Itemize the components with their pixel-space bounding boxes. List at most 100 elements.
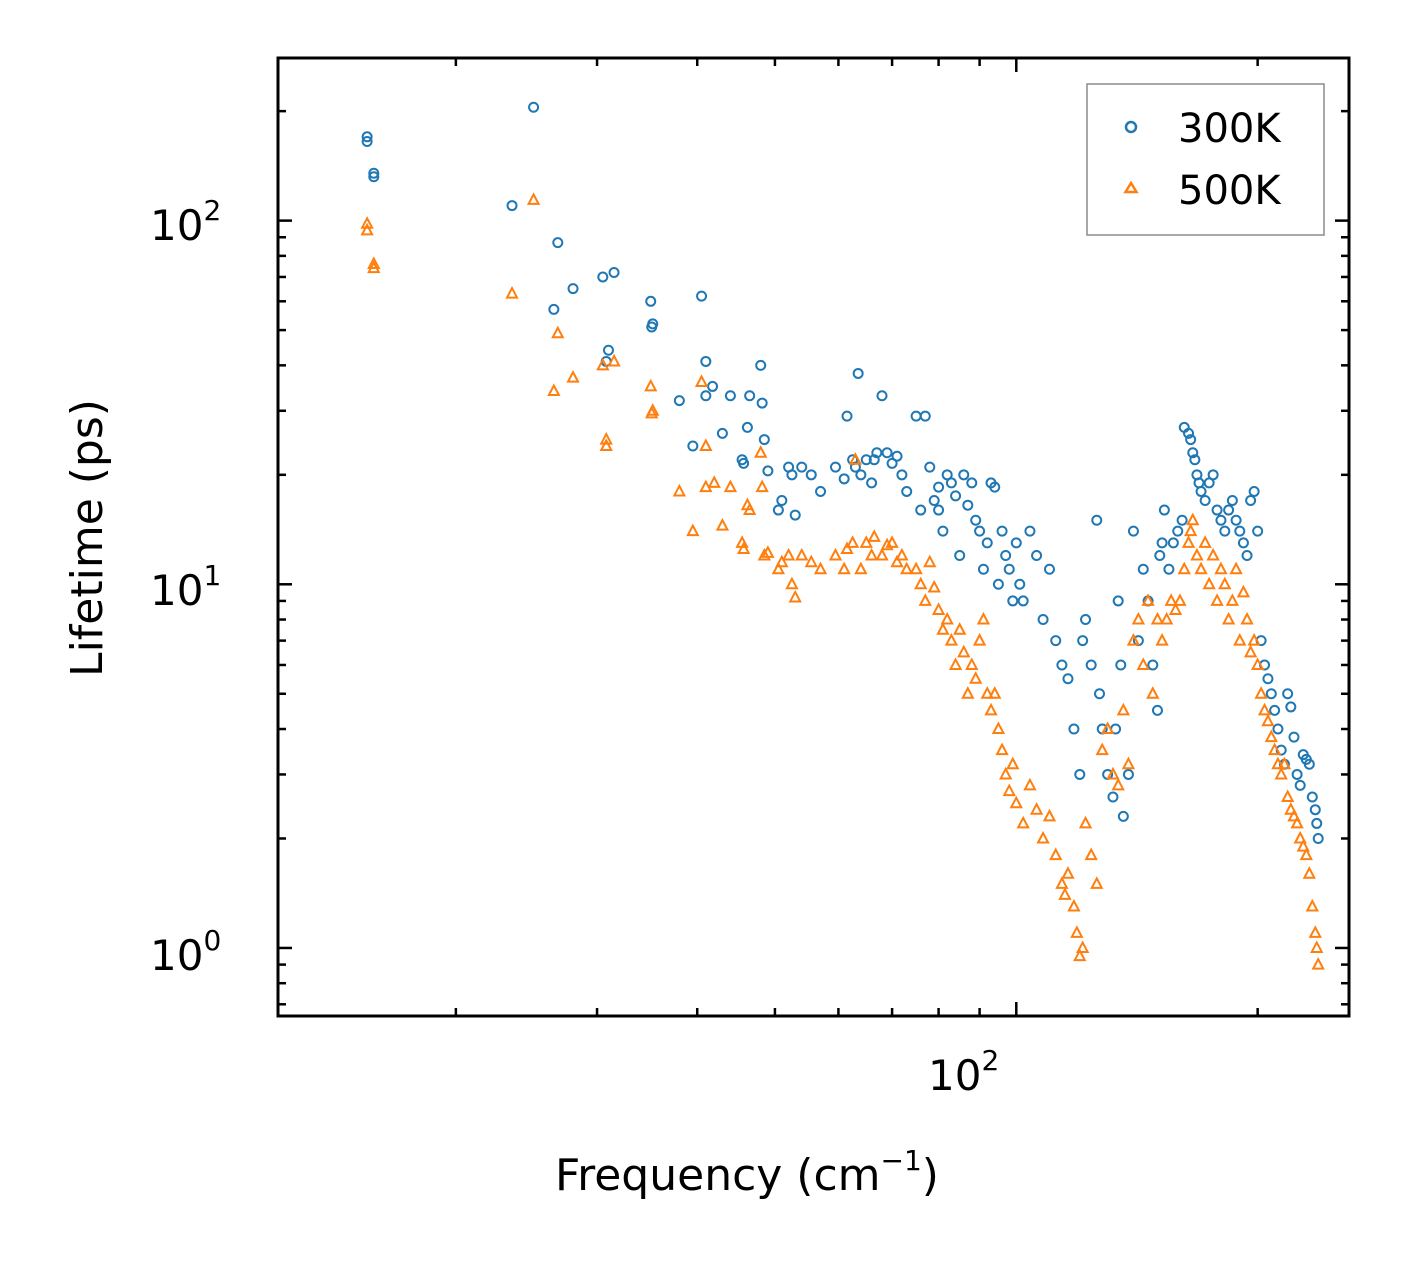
- data-point-300k: [789, 509, 801, 521]
- data-point-300k: [1291, 768, 1303, 780]
- data-point-300k: [724, 390, 736, 402]
- data-point-500k: [890, 554, 904, 568]
- data-point-500k: [694, 374, 709, 387]
- data-point-300k: [755, 359, 767, 371]
- data-point-300k: [815, 485, 827, 497]
- data-point-500k: [972, 632, 987, 646]
- data-point-500k: [1058, 887, 1072, 900]
- data-point-500k: [596, 357, 610, 371]
- data-point-300k: [1031, 549, 1043, 561]
- data-point-500k: [828, 547, 843, 561]
- data-point-300k: [597, 271, 609, 283]
- data-point-300k: [1311, 817, 1323, 829]
- data-point-500k: [1042, 808, 1057, 822]
- legend-label-300k: 300K: [1178, 106, 1282, 152]
- data-point-300k: [744, 390, 756, 402]
- data-point-300k: [891, 450, 903, 462]
- data-point-500k: [980, 686, 994, 699]
- data-point-300k: [796, 461, 808, 473]
- data-point-500k: [923, 554, 937, 568]
- data-point-500k: [785, 576, 799, 590]
- data-point-500k: [781, 547, 796, 561]
- legend-label-500k: 500K: [1178, 168, 1282, 214]
- data-point-500k: [965, 657, 979, 670]
- data-point-500k: [1284, 802, 1298, 815]
- data-point-300k: [958, 469, 970, 481]
- data-point-300k: [1207, 469, 1219, 481]
- data-point-500k: [1296, 838, 1310, 852]
- x-tick-label-10e2: 102: [928, 1044, 999, 1100]
- data-point-500k: [1254, 686, 1268, 699]
- data-point-500k: [1287, 808, 1301, 822]
- data-point-500k: [1305, 898, 1319, 912]
- data-point-300k: [716, 427, 728, 439]
- data-point-500k: [1233, 632, 1247, 646]
- data-point-500k: [1150, 611, 1165, 625]
- data-point-300k: [1176, 514, 1188, 526]
- data-point-300k: [673, 395, 685, 407]
- data-point-300k: [950, 490, 962, 502]
- data-point-500k: [1002, 783, 1016, 797]
- data-point-500k: [948, 657, 963, 670]
- data-point-500k: [1240, 611, 1254, 625]
- data-point-300k: [1056, 659, 1068, 671]
- data-point-300k: [687, 440, 699, 452]
- data-point-300k: [1043, 563, 1055, 575]
- data-point-500k: [1177, 561, 1191, 575]
- data-point-300k: [1122, 768, 1134, 780]
- legend-frame: [1086, 83, 1325, 236]
- data-point-500k: [864, 547, 879, 561]
- data-point-500k: [1111, 777, 1125, 791]
- data-point-300k: [933, 504, 945, 516]
- data-point-500k: [1036, 830, 1050, 844]
- data-point-500k: [1076, 940, 1090, 953]
- y-tick-label-10e0: 100: [150, 924, 221, 980]
- data-point-500k: [1100, 721, 1115, 735]
- data-point-500k: [1250, 657, 1265, 670]
- data-point-300k: [1226, 494, 1238, 506]
- data-point-500k: [607, 353, 621, 367]
- data-point-300k: [646, 321, 658, 333]
- data-point-500k: [961, 686, 975, 699]
- plot-frame: [276, 56, 1351, 1018]
- data-point-500k: [771, 561, 786, 575]
- data-point-500k: [1186, 512, 1200, 526]
- data-point-300k: [852, 367, 864, 379]
- data-point-500k: [566, 370, 580, 383]
- data-point-300k: [1199, 494, 1211, 506]
- data-point-300k: [1017, 595, 1029, 607]
- data-point-500k: [1106, 766, 1120, 780]
- data-point-500k: [1267, 742, 1282, 756]
- data-point-500k: [755, 479, 769, 493]
- data-point-500k: [1126, 632, 1141, 646]
- data-point-300k: [1163, 563, 1175, 575]
- data-point-300k: [805, 469, 817, 481]
- data-point-300k: [552, 237, 564, 249]
- data-point-300k: [868, 454, 880, 466]
- data-point-500k: [1067, 898, 1081, 912]
- data-point-300k: [1167, 537, 1179, 549]
- series-300k-points: [361, 101, 1324, 844]
- data-point-300k: [1230, 514, 1242, 526]
- data-point-500k: [761, 545, 775, 558]
- data-point-500k: [1310, 940, 1324, 953]
- data-point-500k: [1221, 611, 1236, 625]
- data-point-500k: [788, 589, 802, 603]
- data-point-500k: [1136, 657, 1150, 670]
- data-point-300k: [776, 494, 788, 506]
- data-point-300k: [758, 434, 770, 446]
- data-point-300k: [602, 344, 614, 356]
- data-point-500k: [1198, 535, 1212, 548]
- data-point-500k: [1029, 802, 1044, 815]
- data-point-300k: [1309, 804, 1321, 816]
- data-point-300k: [1172, 525, 1184, 537]
- data-point-300k: [1158, 504, 1170, 516]
- data-point-500k: [715, 517, 730, 531]
- data-point-500k: [976, 611, 991, 625]
- data-point-300k: [1288, 731, 1300, 743]
- data-point-500k: [367, 260, 381, 274]
- data-point-500k: [988, 686, 1002, 699]
- data-point-500k: [813, 561, 828, 575]
- legend: 300K 500K: [1086, 83, 1325, 236]
- data-point-300k: [756, 397, 768, 409]
